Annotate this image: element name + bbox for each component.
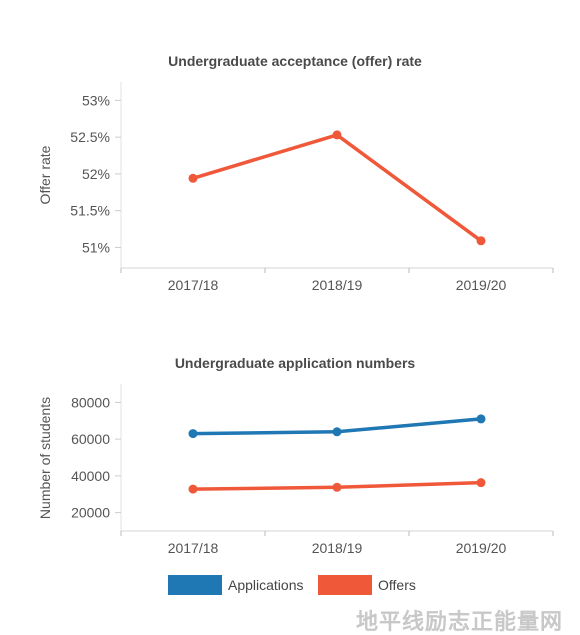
y-tick-label: 52% (82, 166, 110, 182)
data-point[interactable] (188, 484, 198, 494)
x-tick-label: 2017/18 (168, 277, 219, 293)
y-tick-label: 53% (82, 92, 110, 108)
x-tick-label: 2019/20 (456, 277, 507, 293)
data-point[interactable] (188, 429, 198, 439)
x-tick-label: 2017/18 (168, 540, 219, 556)
legend: Applications Offers (168, 575, 416, 595)
chart-title: Undergraduate acceptance (offer) rate (168, 53, 422, 69)
y-tick-label: 80000 (71, 394, 110, 410)
data-point[interactable] (332, 130, 342, 140)
data-point[interactable] (476, 236, 486, 246)
y-tick-label: 52.5% (70, 129, 110, 145)
legend-label: Offers (378, 577, 416, 593)
chart-title: Undergraduate application numbers (175, 355, 416, 371)
data-point[interactable] (332, 482, 342, 492)
x-tick-label: 2019/20 (456, 540, 507, 556)
series-line (192, 133, 483, 243)
plot-area: 20000 40000 60000 80000 2017/18 2018/19 2019/2… (71, 384, 554, 556)
watermark-text: 地平线励志正能量网 (356, 609, 563, 635)
data-point[interactable] (476, 414, 486, 424)
legend-label: Applications (228, 577, 304, 593)
legend-item-offers[interactable]: Offers (318, 575, 416, 595)
data-point[interactable] (188, 173, 198, 183)
y-axis-label: Number of students (37, 397, 53, 519)
legend-item-applications[interactable]: Applications (168, 575, 304, 595)
y-tick-label: 20000 (71, 505, 110, 521)
y-tick-label: 40000 (71, 468, 110, 484)
x-tick-label: 2018/19 (312, 277, 363, 293)
y-tick-label: 60000 (71, 431, 110, 447)
x-tick-label: 2018/19 (312, 540, 363, 556)
y-axis-label: Offer rate (37, 145, 53, 204)
data-point[interactable] (332, 427, 342, 437)
plot-area: 51% 51.5% 52% 52.5% 53% 2017/18 2018/19 2019/20 (70, 82, 554, 293)
y-tick-label: 51% (82, 239, 110, 255)
y-tick-label: 51.5% (70, 203, 110, 219)
offer-rate-chart: Undergraduate acceptance (offer) rate Of… (37, 53, 554, 293)
application-numbers-chart: Undergraduate application numbers Number… (37, 355, 554, 556)
legend-swatch-offers (318, 575, 372, 595)
data-point[interactable] (476, 478, 486, 488)
legend-swatch-applications (168, 575, 222, 595)
